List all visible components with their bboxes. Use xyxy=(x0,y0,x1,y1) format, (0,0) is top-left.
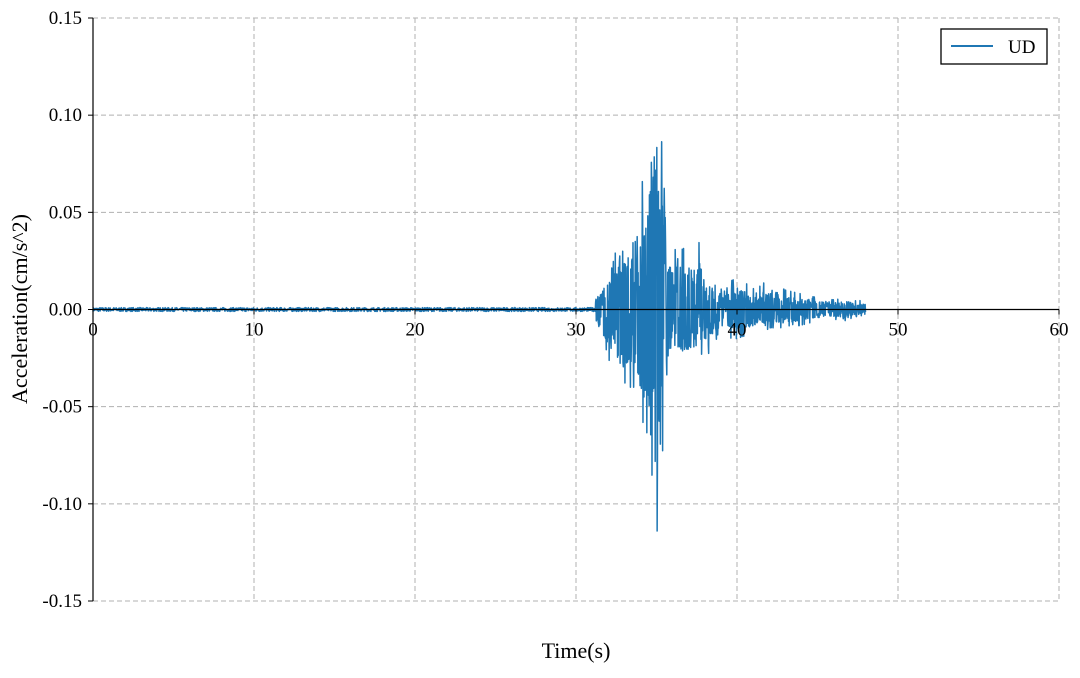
y-tick-label: -0.15 xyxy=(42,591,82,612)
y-tick-label: 0.15 xyxy=(49,8,82,29)
x-tick-label: 60 xyxy=(1050,320,1069,341)
y-tick-label: 0.05 xyxy=(49,202,82,223)
axes xyxy=(88,17,1060,602)
x-axis-label: Time(s) xyxy=(542,638,611,663)
y-tick-label: 0.00 xyxy=(49,300,82,321)
x-tick-label: 50 xyxy=(889,320,908,341)
x-tick-label: 0 xyxy=(88,320,98,341)
x-tick-label: 20 xyxy=(406,320,425,341)
y-tick-label: 0.10 xyxy=(49,105,82,126)
tick-labels: 0 10 20 30 40 50 60 0.15 0.10 0.05 0.00 -0.05 -0.10 -… xyxy=(42,8,1068,612)
series-ud xyxy=(92,140,867,532)
series-line-ud xyxy=(92,140,867,532)
x-tick-label: 10 xyxy=(245,320,264,341)
legend: UD xyxy=(940,28,1048,65)
y-tick-label: -0.05 xyxy=(42,397,82,418)
legend-label-ud: UD xyxy=(1008,37,1035,58)
x-tick-label: 30 xyxy=(567,320,586,341)
y-axis-label: Acceleration(cm/s^2) xyxy=(7,214,32,404)
y-tick-label: -0.10 xyxy=(42,494,82,515)
x-tick-label: 40 xyxy=(728,320,747,341)
